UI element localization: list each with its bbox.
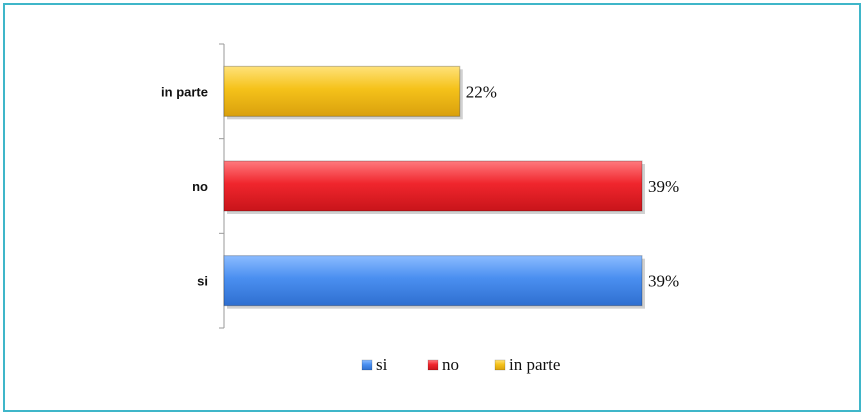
value-label: 22% (466, 82, 497, 101)
category-label: no (192, 179, 208, 194)
legend-label: si (376, 355, 388, 374)
legend-swatch (494, 359, 506, 371)
bar-no (223, 160, 643, 212)
legend-label: no (442, 355, 459, 374)
legend-label: in parte (509, 355, 560, 374)
bar-si (223, 255, 643, 307)
legend-swatch (427, 359, 439, 371)
legend-swatch (361, 359, 373, 371)
category-label: in parte (161, 84, 208, 99)
value-label: 39% (648, 272, 679, 291)
value-label: 39% (648, 177, 679, 196)
category-label: si (197, 274, 208, 289)
bar-in-parte (223, 65, 461, 117)
